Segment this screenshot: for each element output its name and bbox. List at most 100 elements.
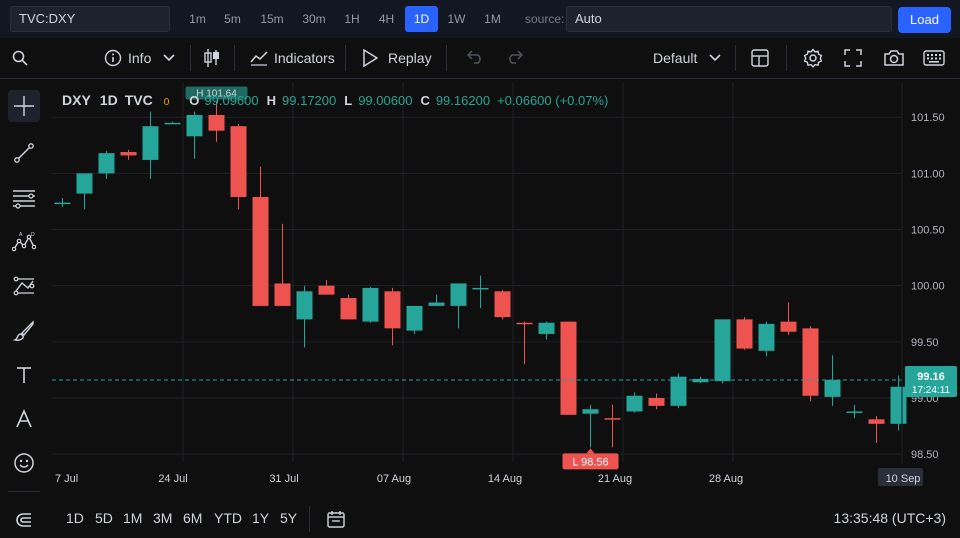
timeframe-5m[interactable]: 5m [224,12,241,26]
candle-body [318,285,335,295]
replay-button[interactable]: Replay [362,38,432,78]
candle-body [516,322,533,325]
forecast-icon[interactable] [8,270,40,302]
time-tick-label: 21 Aug [598,473,632,485]
legend-h-value: 99.17200 [282,93,337,108]
chevron-down-icon [163,54,175,62]
range-6m[interactable]: 6M [183,510,203,526]
legend-o-label: O [189,93,200,108]
indicators-label: Indicators [274,50,335,66]
magnet-icon[interactable] [8,504,40,536]
legend-c-label: C [420,93,430,108]
divider [309,506,310,532]
bottom-bar: 1D 5D 1M 3M 6M YTD 1Y 5Y 13:35:48 (UTC+3) [52,500,960,538]
candle-body [98,153,115,174]
candle-body [670,376,687,406]
candle-body [164,122,181,125]
search-icon[interactable] [12,50,28,66]
time-tick-label: 28 Aug [709,473,743,485]
candle-body [560,321,577,415]
divider [446,45,447,71]
range-ytd[interactable]: YTD [214,510,242,526]
candle-body [648,397,665,406]
legend-l-label: L [344,93,353,108]
divider [8,491,40,492]
candle-body [714,319,731,382]
legend-exchange: TVC [124,92,153,108]
current-date-badge [878,468,923,486]
source-input[interactable]: Auto [566,6,892,32]
candlestick-chart[interactable]: 101.50101.00100.50100.0099.5099.0098.509… [52,82,960,492]
fullscreen-icon[interactable] [844,49,862,67]
candle-body [868,419,885,424]
divider [735,45,736,71]
timeframe-30m[interactable]: 30m [302,12,326,26]
layout-dropdown[interactable]: Default [653,38,721,78]
timeframe-1h[interactable]: 1H [344,12,360,26]
candle-body [494,291,511,318]
redo-icon[interactable] [505,50,525,64]
last-price-label: 99.16 [917,371,945,383]
candle-body [230,126,247,197]
chart-pane[interactable]: 101.50 101.00 100.50 100.00 99.50 99.00 98.50 9… [52,82,960,492]
layout-grid-icon[interactable] [751,49,769,67]
timeframe-1w[interactable]: 1W [447,12,466,26]
timeframe-4h[interactable]: 4H [378,12,395,26]
svg-text:D: D [31,232,35,238]
high-marker-badge [185,86,248,100]
crosshair-icon[interactable] [8,90,40,122]
text-tool-icon[interactable] [8,359,40,391]
keyboard-icon[interactable] [923,50,945,66]
replay-label: Replay [388,50,432,66]
legend-interval: 1D [99,92,118,108]
brush-icon[interactable] [8,315,40,347]
load-button[interactable]: Load [898,7,951,33]
time-tick-label: 10 Sep [886,473,921,485]
gear-icon[interactable] [803,48,823,68]
undo-icon[interactable] [465,50,485,64]
timeframe-15m[interactable]: 15m [260,12,284,26]
candle-body [142,126,159,160]
range-5y[interactable]: 5Y [280,510,298,526]
candle-body [604,418,621,420]
candle-body [538,322,555,334]
candle-body [846,411,863,413]
range-5d[interactable]: 5D [95,510,113,526]
candle-body [472,287,489,290]
last-price-badge [905,366,957,398]
low-marker-label: L 98.56 [572,456,608,468]
bar-countdown: 17:24:11 [912,385,951,396]
range-1d[interactable]: 1D [66,510,84,526]
candle-body [406,305,423,331]
timeframe-1m[interactable]: 1M [484,12,501,26]
candle-body [802,328,819,396]
camera-icon[interactable] [883,49,905,67]
candle-body [252,196,269,306]
low-marker-badge [562,453,619,470]
legend-change: +0.06600 (+0.07%) [497,93,609,108]
range-3m[interactable]: 3M [153,510,173,526]
range-1m[interactable]: 1M [123,510,143,526]
candle-body [758,323,775,351]
timeframe-1m[interactable]: 1m [189,12,206,26]
candle-body [780,321,797,332]
indicators-button[interactable]: Indicators [250,38,335,78]
candles-icon[interactable] [203,48,221,68]
calendar-icon[interactable] [326,509,346,529]
timeframe-1d[interactable]: 1D [405,6,438,32]
info-button[interactable]: Info [104,38,175,78]
legend-c-value: 99.16200 [435,93,491,108]
chart-toolbar: Info Indicators Replay Default [0,38,960,79]
candle-body [186,114,203,137]
fib-lines-icon[interactable] [8,182,40,214]
emoji-icon[interactable] [8,447,40,479]
candle-body [824,380,841,397]
symbol-input[interactable]: TVC:DXY [10,6,170,32]
trend-line-icon[interactable] [8,137,40,169]
chevron-down-icon [709,54,721,62]
divider [345,45,346,71]
font-icon[interactable] [8,403,40,435]
range-1y[interactable]: 1Y [252,510,270,526]
time-tick-label: 31 Jul [269,473,298,485]
